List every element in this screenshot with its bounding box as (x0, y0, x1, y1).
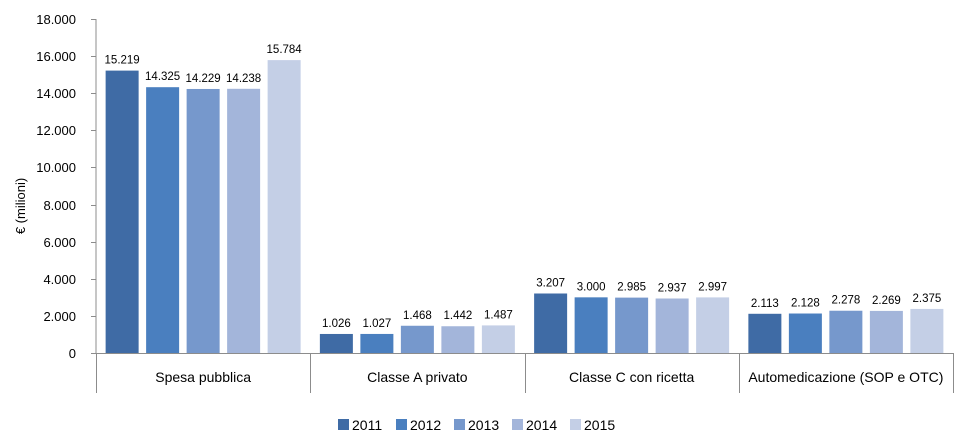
y-tick-label: 4.000 (43, 272, 76, 287)
data-label: 2.278 (831, 295, 860, 307)
data-label: 1.026 (322, 318, 351, 330)
y-axis: 0 2.000 4.000 6.000 8.000 10.000 12.000 14.000 1… (36, 12, 97, 361)
legend-swatch-2013 (454, 419, 465, 430)
bar-2011 (105, 70, 139, 353)
bar-2013 (400, 325, 434, 353)
bar-2015 (267, 60, 301, 353)
x-category-label: Classe C con ricetta (569, 369, 694, 385)
y-axis-title: € (milioni) (13, 178, 28, 234)
y-tick-label: 8.000 (43, 198, 76, 213)
data-label: 2.937 (658, 283, 687, 295)
legend-swatch-2015 (570, 419, 581, 430)
bar-2015 (481, 325, 515, 353)
data-label: 14.325 (145, 71, 180, 83)
bar-2012 (788, 313, 822, 353)
data-label: 14.229 (186, 73, 221, 85)
data-label: 2.128 (791, 298, 820, 310)
data-label: 2.985 (617, 282, 646, 294)
legend-label: 2014 (526, 417, 557, 433)
bar-2013 (829, 310, 863, 353)
data-label: 14.238 (226, 73, 261, 85)
data-labels: 15.219 14.325 14.229 14.238 15.784 1.026 1.027… (105, 44, 942, 330)
legend-label: 2015 (584, 417, 615, 433)
data-label: 1.487 (484, 309, 513, 321)
data-label: 2.269 (872, 295, 901, 307)
bar-2013 (615, 297, 649, 353)
y-tick-label: 2.000 (43, 309, 76, 324)
data-label: 3.207 (536, 277, 565, 289)
data-label: 3.000 (577, 281, 606, 293)
data-label: 15.219 (105, 55, 140, 67)
x-axis: Spesa pubblica Classe A privato Classe C c… (96, 353, 954, 393)
bar-2014 (441, 326, 475, 353)
legend-swatch-2011 (338, 419, 349, 430)
bar-2013 (186, 88, 220, 354)
legend-label: 2012 (410, 417, 441, 433)
data-label: 1.442 (443, 310, 472, 322)
x-category-label: Automedicazione (SOP e OTC) (748, 369, 943, 385)
bar-2015 (696, 297, 730, 353)
x-category-label: Classe A privato (367, 369, 468, 385)
bar-2015 (910, 308, 944, 353)
bar-2014 (227, 88, 261, 353)
bar-2011 (319, 333, 353, 353)
legend-swatch-2012 (396, 419, 407, 430)
y-tick-label: 0 (69, 346, 76, 361)
data-label: 2.113 (751, 298, 779, 310)
bar-2012 (146, 87, 180, 354)
legend-label: 2013 (468, 417, 499, 433)
legend-label: 2011 (352, 417, 382, 433)
bar-2014 (655, 298, 689, 353)
y-tick-label: 16.000 (36, 49, 76, 64)
data-label: 2.375 (912, 293, 941, 305)
bar-2011 (748, 313, 782, 353)
data-label: 15.784 (267, 44, 303, 56)
x-category-label: Spesa pubblica (155, 369, 251, 385)
legend: 2011 2012 2013 2014 2015 (338, 417, 615, 433)
legend-swatch-2014 (512, 419, 523, 430)
y-tick-label: 6.000 (43, 235, 76, 250)
bar-2012 (574, 297, 608, 353)
bar-2012 (360, 333, 394, 353)
bar-2014 (869, 310, 903, 353)
y-tick-label: 18.000 (36, 12, 76, 27)
data-label: 1.468 (403, 310, 432, 322)
y-tick-label: 10.000 (36, 160, 76, 175)
y-tick-label: 12.000 (36, 123, 76, 138)
bar-2011 (534, 293, 568, 353)
data-label: 2.997 (698, 281, 727, 293)
bars (105, 60, 944, 354)
data-label: 1.027 (362, 318, 391, 330)
y-tick-label: 14.000 (36, 86, 76, 101)
